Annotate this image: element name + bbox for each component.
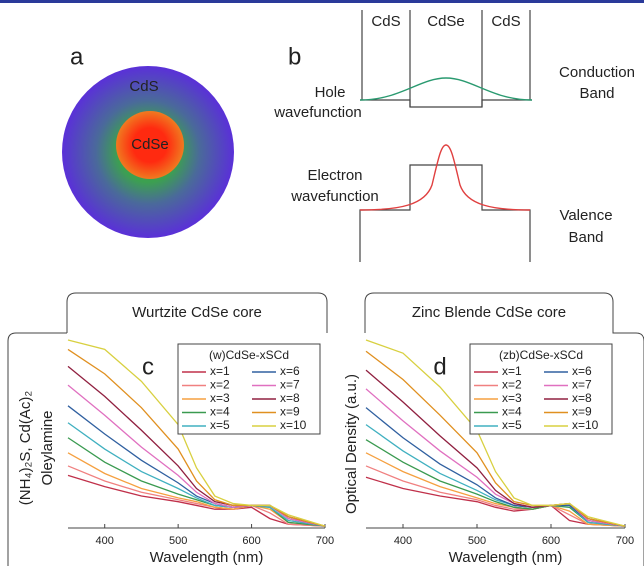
panel-letter: a — [70, 43, 84, 70]
x-axis-label: Wavelength (nm) — [449, 549, 563, 566]
x-axis-label: Wavelength (nm) — [150, 549, 264, 566]
legend-label: x=10 — [280, 418, 307, 432]
valence-label: Valence — [559, 207, 612, 224]
panel-letter: d — [433, 353, 446, 380]
frames — [7, 292, 644, 566]
legend-label: x=5 — [502, 418, 522, 432]
legend-label: x=2 — [210, 378, 230, 392]
y-axis-label: Optical Density (a.u.) — [343, 374, 360, 514]
spectrum — [67, 339, 326, 527]
legend-label: x=9 — [572, 405, 592, 419]
legend-label: x=5 — [210, 418, 230, 432]
core — [116, 111, 184, 179]
spectrum — [67, 422, 326, 527]
legend-label: x=3 — [502, 391, 522, 405]
spectrum — [67, 474, 326, 527]
spectrum — [365, 339, 626, 527]
legend-label: x=1 — [210, 364, 230, 378]
x-tick-label: 700 — [616, 535, 634, 547]
x-tick-label: 700 — [316, 535, 334, 547]
electron-label: wavefunction — [290, 188, 379, 205]
legend-label: x=7 — [572, 378, 592, 392]
x-tick-label: 600 — [242, 535, 260, 547]
side-label: (NH₄)₂S, Cd(Ac)₂ — [17, 391, 34, 506]
x-tick-label: 600 — [542, 535, 560, 547]
shell-label: CdS — [129, 78, 158, 95]
panel-letter: b — [288, 43, 301, 70]
conduction-label: Band — [579, 85, 614, 102]
legend-label: x=8 — [280, 391, 300, 405]
region-label: CdS — [491, 13, 520, 30]
electron-label: Electron — [307, 167, 362, 184]
hole-label: wavefunction — [273, 104, 362, 121]
legend — [469, 343, 613, 435]
legend-label: x=7 — [280, 378, 300, 392]
spectrum — [67, 452, 326, 527]
band-diagram — [359, 10, 532, 262]
legend-label: x=10 — [572, 418, 599, 432]
spectrum — [365, 465, 626, 527]
x-tick-label: 500 — [468, 535, 486, 547]
top-bar — [0, 0, 644, 3]
spectrum — [365, 476, 626, 527]
side-label: Oleylamine — [39, 410, 56, 485]
legend-label: x=3 — [210, 391, 230, 405]
legend-label: x=6 — [280, 364, 300, 378]
electron-wavefunction — [359, 144, 531, 211]
legend-label: x=1 — [502, 364, 522, 378]
legend — [177, 343, 321, 435]
legend-label: x=4 — [502, 405, 522, 419]
valence-label: Band — [568, 229, 603, 246]
region-label: CdS — [371, 13, 400, 30]
legend-label: x=8 — [572, 391, 592, 405]
frame-title: Zinc Blende CdSe core — [412, 304, 566, 321]
legend-label: x=4 — [210, 405, 230, 419]
panel-letter: c — [142, 353, 154, 380]
x-tick-label: 400 — [394, 535, 412, 547]
x-tick-label: 400 — [96, 535, 114, 547]
spectrum — [365, 407, 626, 527]
legend-label: x=6 — [572, 364, 592, 378]
region-label: CdSe — [427, 13, 465, 30]
hole-label: Hole — [315, 84, 346, 101]
legend-label: x=2 — [502, 378, 522, 392]
hole-wavefunction — [359, 77, 533, 101]
conduction-label: Conduction — [559, 64, 635, 81]
legend-title: (zb)CdSe-xSCd — [499, 348, 583, 362]
core-label: CdSe — [131, 136, 169, 153]
frame-title: Wurtzite CdSe core — [132, 304, 262, 321]
legend-title: (w)CdSe-xSCd — [209, 348, 289, 362]
legend-label: x=9 — [280, 405, 300, 419]
x-tick-label: 500 — [169, 535, 187, 547]
spectrum — [365, 439, 626, 527]
